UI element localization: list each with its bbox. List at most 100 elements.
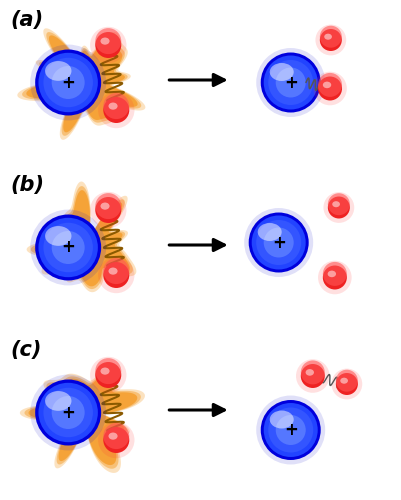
Polygon shape <box>34 190 130 286</box>
Text: +: + <box>61 238 75 256</box>
Ellipse shape <box>95 32 121 58</box>
Ellipse shape <box>35 50 101 116</box>
Ellipse shape <box>90 357 126 393</box>
Ellipse shape <box>95 193 121 219</box>
Ellipse shape <box>268 60 313 105</box>
Ellipse shape <box>276 68 306 98</box>
Polygon shape <box>31 186 133 289</box>
Ellipse shape <box>336 373 358 395</box>
Ellipse shape <box>43 388 93 437</box>
Text: +: + <box>61 74 75 92</box>
Ellipse shape <box>52 66 85 99</box>
Ellipse shape <box>264 228 294 258</box>
Text: (b): (b) <box>10 175 44 195</box>
Ellipse shape <box>332 201 340 207</box>
Ellipse shape <box>95 362 121 388</box>
Ellipse shape <box>276 415 306 445</box>
Ellipse shape <box>323 82 331 88</box>
Ellipse shape <box>318 260 352 294</box>
Polygon shape <box>26 36 138 132</box>
Ellipse shape <box>109 268 117 274</box>
Ellipse shape <box>35 380 101 446</box>
Ellipse shape <box>336 370 358 392</box>
Ellipse shape <box>306 369 314 376</box>
Ellipse shape <box>270 63 294 81</box>
Ellipse shape <box>43 58 93 108</box>
Polygon shape <box>28 373 137 465</box>
Ellipse shape <box>324 34 332 40</box>
Ellipse shape <box>30 210 106 286</box>
Ellipse shape <box>45 61 71 81</box>
Ellipse shape <box>340 378 348 384</box>
Ellipse shape <box>38 383 98 442</box>
Ellipse shape <box>98 422 134 458</box>
Ellipse shape <box>30 374 106 450</box>
Ellipse shape <box>45 226 71 246</box>
Ellipse shape <box>332 368 362 400</box>
Ellipse shape <box>52 231 85 264</box>
Ellipse shape <box>90 27 126 63</box>
Ellipse shape <box>252 216 306 270</box>
Ellipse shape <box>30 44 106 120</box>
Ellipse shape <box>316 24 346 56</box>
Ellipse shape <box>264 403 318 457</box>
Ellipse shape <box>95 28 121 54</box>
Ellipse shape <box>296 359 330 393</box>
Polygon shape <box>20 367 145 473</box>
Ellipse shape <box>35 214 101 280</box>
Ellipse shape <box>95 197 121 223</box>
Ellipse shape <box>258 223 282 241</box>
Ellipse shape <box>38 218 98 277</box>
Ellipse shape <box>323 266 347 289</box>
Ellipse shape <box>256 220 301 265</box>
Ellipse shape <box>318 73 342 97</box>
Text: +: + <box>284 421 298 439</box>
Ellipse shape <box>45 391 71 411</box>
Ellipse shape <box>301 364 325 388</box>
Text: +: + <box>284 74 298 92</box>
Ellipse shape <box>328 193 350 215</box>
Ellipse shape <box>52 396 85 429</box>
Ellipse shape <box>320 26 342 48</box>
Ellipse shape <box>101 368 109 374</box>
Ellipse shape <box>264 56 318 110</box>
Polygon shape <box>17 28 146 140</box>
Ellipse shape <box>43 223 93 272</box>
Ellipse shape <box>98 257 134 293</box>
Ellipse shape <box>328 270 336 277</box>
Ellipse shape <box>249 212 309 272</box>
Ellipse shape <box>301 360 325 384</box>
Ellipse shape <box>109 432 117 440</box>
Ellipse shape <box>318 76 342 100</box>
Ellipse shape <box>98 92 134 128</box>
Text: +: + <box>61 404 75 421</box>
Ellipse shape <box>261 400 321 460</box>
Ellipse shape <box>103 97 129 123</box>
Ellipse shape <box>323 262 347 286</box>
Ellipse shape <box>103 423 129 449</box>
Ellipse shape <box>90 192 126 228</box>
Ellipse shape <box>103 258 129 284</box>
Ellipse shape <box>313 72 347 106</box>
Ellipse shape <box>244 208 313 277</box>
Ellipse shape <box>103 427 129 453</box>
Ellipse shape <box>261 52 321 112</box>
Ellipse shape <box>270 410 294 428</box>
Ellipse shape <box>256 396 325 464</box>
Ellipse shape <box>256 48 325 117</box>
Text: +: + <box>272 234 286 252</box>
Text: (c): (c) <box>10 340 41 360</box>
Ellipse shape <box>38 53 98 112</box>
Ellipse shape <box>103 93 129 119</box>
Ellipse shape <box>328 196 350 218</box>
Text: (a): (a) <box>10 10 43 30</box>
Polygon shape <box>24 370 141 468</box>
Ellipse shape <box>268 408 313 453</box>
Ellipse shape <box>320 29 342 51</box>
Ellipse shape <box>103 262 129 288</box>
Ellipse shape <box>324 192 354 223</box>
Polygon shape <box>22 32 141 136</box>
Polygon shape <box>26 182 136 292</box>
Ellipse shape <box>95 358 121 384</box>
Ellipse shape <box>109 102 117 110</box>
